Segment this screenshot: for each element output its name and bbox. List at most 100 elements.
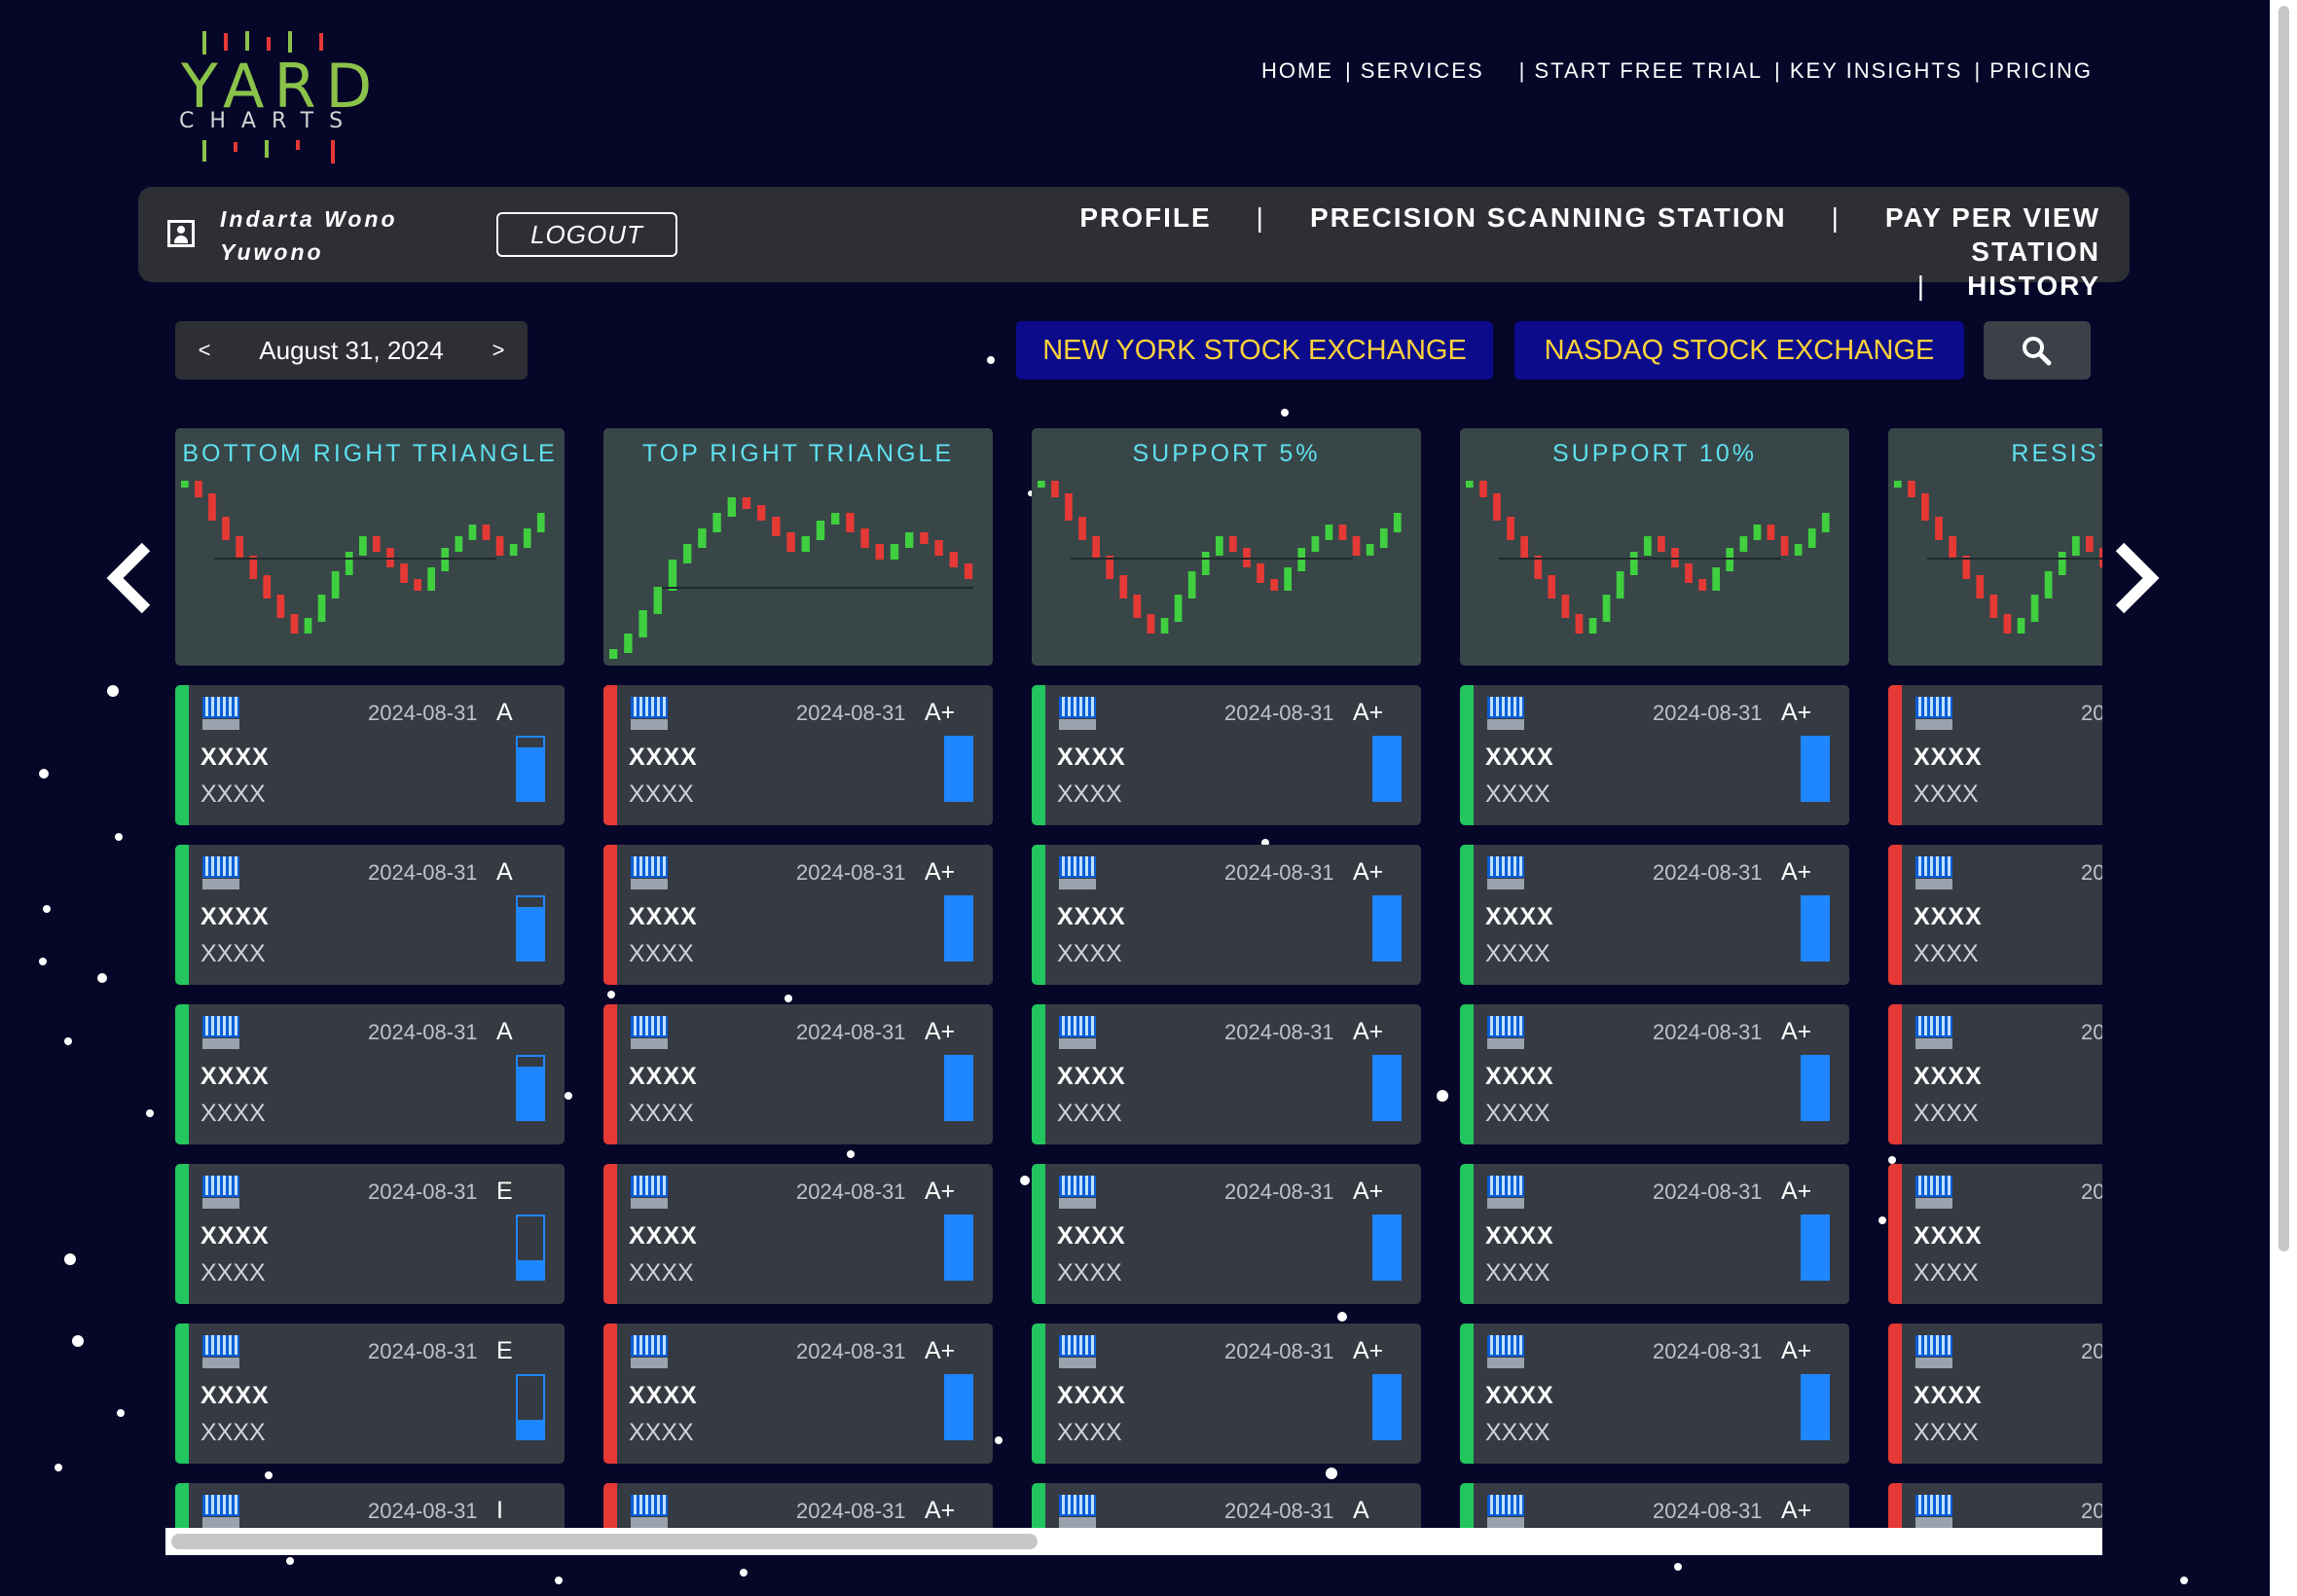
nav-key-insights[interactable]: | KEY INSIGHTS xyxy=(1774,58,1963,83)
nav-start-free-trial[interactable]: | START FREE TRIAL xyxy=(1518,58,1764,83)
card-ticker: XXXX xyxy=(1057,903,1126,930)
card-accent xyxy=(603,685,617,825)
candle xyxy=(638,610,647,637)
yard-charts-logo[interactable]: YARD CHARTS xyxy=(175,27,372,173)
candle xyxy=(1065,493,1073,521)
candlestick-thumbnail xyxy=(1466,481,1830,634)
card-date: 2024-08-31 xyxy=(796,1339,906,1363)
card-company-name: XXXX xyxy=(1485,1100,1550,1127)
nasdaq-button[interactable]: NASDAQ STOCK EXCHANGE xyxy=(1514,321,1964,380)
candle xyxy=(1629,552,1638,575)
vertical-scrollbar[interactable] xyxy=(2270,0,2297,1596)
card-date: 2024-08-31 xyxy=(1224,701,1334,725)
candle xyxy=(1379,528,1388,548)
card-company-name: XXXX xyxy=(1057,780,1122,808)
previous-date-button[interactable]: < xyxy=(198,338,211,362)
candle xyxy=(1561,595,1570,618)
card-date: 2024-08-31 xyxy=(368,701,478,725)
card-date: 2024-08-31 xyxy=(1224,1179,1334,1204)
nyse-logo-icon xyxy=(202,1016,239,1049)
nyse-logo-icon xyxy=(631,1495,668,1528)
nav-services[interactable]: | SERVICES xyxy=(1344,58,1484,83)
candle xyxy=(536,513,545,532)
card-ticker: XXXX xyxy=(1914,1222,1983,1250)
pattern-preview[interactable]: BOTTOM RIGHT TRIANGLE xyxy=(175,428,565,666)
card-grade: A+ xyxy=(1353,1018,1384,1045)
pattern-preview[interactable]: TOP RIGHT TRIANGLE xyxy=(603,428,993,666)
stock-card[interactable]: 2024-08-31 E XXXX XXXX xyxy=(175,1324,565,1464)
candle xyxy=(860,528,869,548)
vertical-scroll-thumb[interactable] xyxy=(2279,6,2289,1251)
nyse-logo-icon xyxy=(202,1335,239,1368)
pattern-preview[interactable]: RESISTAN xyxy=(1888,428,2102,666)
carousel-next-button[interactable] xyxy=(2106,541,2165,615)
search-button[interactable] xyxy=(1984,321,2091,380)
strength-meter xyxy=(516,1055,545,1121)
candle xyxy=(236,536,243,560)
nyse-button[interactable]: NEW YORK STOCK EXCHANGE xyxy=(1016,321,1493,380)
stock-card[interactable]: 2024-08-31 E XXXX XXXX xyxy=(175,1164,565,1304)
candle xyxy=(1794,544,1803,556)
strength-meter xyxy=(1372,1374,1402,1440)
candle xyxy=(1935,517,1943,540)
pattern-preview[interactable]: SUPPORT 10% xyxy=(1460,428,1849,666)
candle xyxy=(468,525,477,540)
card-date: 2024-08-31 xyxy=(796,1179,906,1204)
candle xyxy=(757,505,766,521)
next-date-button[interactable]: > xyxy=(492,338,505,362)
horizontal-scroll-thumb[interactable] xyxy=(171,1534,1038,1549)
chevron-right-icon xyxy=(2115,542,2160,614)
candle xyxy=(1078,517,1086,540)
horizontal-scrollbar[interactable] xyxy=(165,1528,2102,1555)
nav-home[interactable]: HOME xyxy=(1260,58,1333,83)
logout-button[interactable]: LOGOUT xyxy=(496,212,677,257)
candle xyxy=(1520,536,1528,560)
nyse-logo-icon xyxy=(631,697,668,730)
nav-pay-per-view-station[interactable]: PAY PER VIEW STATION xyxy=(1884,202,2100,267)
card-grade: A+ xyxy=(925,699,956,726)
pattern-preview[interactable]: SUPPORT 5% xyxy=(1032,428,1421,666)
stock-card[interactable]: 2024-08-31IXXXXXXXX xyxy=(175,1483,565,1528)
strength-meter-fill xyxy=(946,1216,971,1279)
nav-precision-scanning-station[interactable]: PRECISION SCANNING STATION xyxy=(1309,202,1787,233)
pattern-carousel[interactable]: BOTTOM RIGHT TRIANGLE 2024-08-31 A XXXX XXXX… xyxy=(175,428,2102,1528)
nav-pricing[interactable]: | PRICING xyxy=(1974,58,2093,83)
nav-history[interactable]: HISTORY xyxy=(1967,271,2100,301)
candle xyxy=(786,532,795,552)
nav-profile[interactable]: PROFILE xyxy=(1079,202,1212,233)
carousel-prev-button[interactable] xyxy=(101,541,160,615)
card-ticker: XXXX xyxy=(1914,744,1983,771)
candle xyxy=(482,525,491,540)
candle xyxy=(772,517,781,536)
candle xyxy=(2030,595,2039,622)
candle xyxy=(1216,536,1223,556)
strength-meter-fill xyxy=(518,746,543,800)
